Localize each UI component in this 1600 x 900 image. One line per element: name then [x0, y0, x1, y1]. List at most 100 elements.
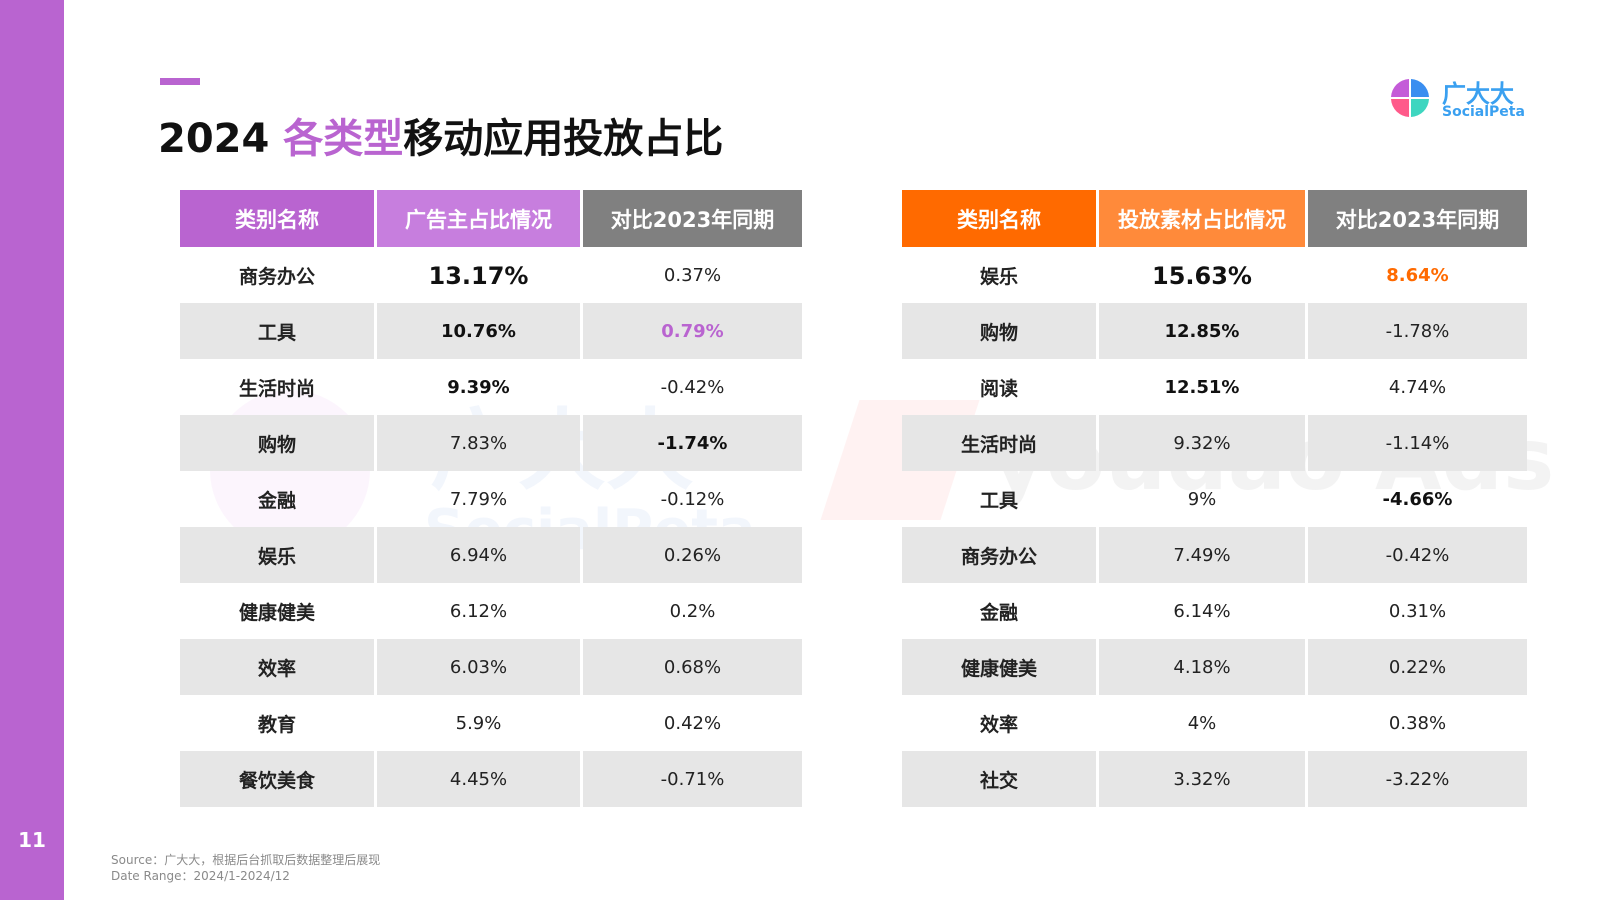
share-cell: 6.03%	[377, 639, 580, 695]
yoy-cell: 0.42%	[663, 713, 722, 734]
header-advertiser-share: 广告主占比情况	[377, 190, 580, 247]
share-cell: 9.32%	[1099, 415, 1305, 471]
share-cell: 6.14%	[1173, 601, 1231, 622]
table-row: 教育 5.9% 0.42%	[180, 695, 802, 751]
side-accent-bar	[0, 0, 64, 900]
category-cell: 娱乐	[180, 527, 374, 583]
yoy-cell: 0.37%	[663, 265, 722, 286]
share-cell: 13.17%	[428, 261, 529, 290]
yoy-cell: 0.22%	[1308, 639, 1527, 695]
share-cell: 6.12%	[449, 601, 508, 622]
title-year: 2024	[158, 116, 270, 162]
category-cell: 购物	[180, 415, 374, 471]
socialpeta-logo: 广大大 SocialPeta	[1388, 76, 1528, 124]
table-row: 工具 9% -4.66%	[902, 471, 1527, 527]
category-cell: 健康健美	[238, 602, 315, 624]
share-cell: 4%	[1187, 713, 1217, 734]
category-cell: 金融	[979, 602, 1018, 624]
share-cell: 6.94%	[377, 527, 580, 583]
page-number: 11	[18, 828, 46, 852]
share-cell: 4.45%	[377, 751, 580, 807]
category-cell: 健康健美	[902, 639, 1096, 695]
logo-en-text: SocialPeta	[1442, 104, 1525, 120]
table-row: 金融 6.14% 0.31%	[902, 583, 1527, 639]
share-cell: 12.85%	[1099, 303, 1305, 359]
source-line: Source：广大大，根据后台抓取后数据整理后展现	[111, 853, 381, 867]
yoy-cell: 0.2%	[669, 601, 716, 622]
title-highlight: 各类型	[283, 116, 404, 162]
header-category: 类别名称	[180, 190, 374, 247]
share-cell: 15.63%	[1152, 261, 1252, 290]
share-cell: 9.39%	[447, 377, 510, 398]
yoy-cell: 8.64%	[1386, 265, 1449, 286]
yoy-cell: -3.22%	[1308, 751, 1527, 807]
share-cell: 7.79%	[449, 489, 508, 510]
yoy-cell: -0.42%	[660, 377, 725, 398]
yoy-cell: -0.42%	[1308, 527, 1527, 583]
category-cell: 生活时尚	[238, 378, 315, 400]
table-row: 餐饮美食 4.45% -0.71%	[180, 751, 802, 807]
category-cell: 社交	[902, 751, 1096, 807]
table-row: 金融 7.79% -0.12%	[180, 471, 802, 527]
yoy-cell: 0.38%	[1388, 713, 1447, 734]
category-cell: 生活时尚	[902, 415, 1096, 471]
yoy-cell: 0.31%	[1388, 601, 1447, 622]
category-cell: 商务办公	[902, 527, 1096, 583]
category-cell: 教育	[257, 714, 296, 736]
category-cell: 购物	[902, 303, 1096, 359]
creative-share-table: 类别名称 投放素材占比情况 对比2023年同期 娱乐 15.63% 8.64% …	[899, 190, 1530, 807]
category-cell: 娱乐	[979, 266, 1018, 288]
table-row: 购物 12.85% -1.78%	[902, 303, 1527, 359]
yoy-cell: 0.26%	[583, 527, 802, 583]
table-row: 商务办公 13.17% 0.37%	[180, 247, 802, 303]
table-row: 娱乐 6.94% 0.26%	[180, 527, 802, 583]
table-row: 购物 7.83% -1.74%	[180, 415, 802, 471]
yoy-cell: -4.66%	[1382, 489, 1453, 510]
table-row: 健康健美 4.18% 0.22%	[902, 639, 1527, 695]
share-cell: 4.18%	[1099, 639, 1305, 695]
table-row: 生活时尚 9.39% -0.42%	[180, 359, 802, 415]
header-yoy: 对比2023年同期	[583, 190, 802, 247]
table-row: 效率 4% 0.38%	[902, 695, 1527, 751]
share-cell: 9%	[1187, 489, 1217, 510]
page-title: 2024 各类型移动应用投放占比	[158, 106, 723, 164]
share-cell: 7.83%	[377, 415, 580, 471]
table-row: 健康健美 6.12% 0.2%	[180, 583, 802, 639]
category-cell: 餐饮美食	[180, 751, 374, 807]
title-rest: 移动应用投放占比	[403, 116, 724, 162]
header-category: 类别名称	[902, 190, 1096, 247]
table-row: 商务办公 7.49% -0.42%	[902, 527, 1527, 583]
table-row: 社交 3.32% -3.22%	[902, 751, 1527, 807]
logo-cn-text: 广大大	[1442, 80, 1514, 108]
share-cell: 5.9%	[455, 713, 502, 734]
table-row: 工具 10.76% 0.79%	[180, 303, 802, 359]
share-cell: 12.51%	[1164, 377, 1240, 398]
category-cell: 商务办公	[238, 266, 315, 288]
category-cell: 金融	[257, 490, 296, 512]
table-row: 阅读 12.51% 4.74%	[902, 359, 1527, 415]
advertiser-share-table: 类别名称 广告主占比情况 对比2023年同期 商务办公 13.17% 0.37%…	[177, 190, 805, 807]
table-row: 效率 6.03% 0.68%	[180, 639, 802, 695]
share-cell: 7.49%	[1099, 527, 1305, 583]
category-cell: 效率	[180, 639, 374, 695]
yoy-cell: 4.74%	[1388, 377, 1447, 398]
title-accent-line	[160, 78, 200, 85]
source-note: Source：广大大，根据后台抓取后数据整理后展现 Date Range：202…	[111, 852, 380, 884]
category-cell: 工具	[180, 303, 374, 359]
date-range-line: Date Range：2024/1-2024/12	[111, 869, 290, 883]
yoy-cell: -1.74%	[583, 415, 802, 471]
category-cell: 阅读	[979, 378, 1018, 400]
yoy-cell: -0.71%	[583, 751, 802, 807]
table-row: 生活时尚 9.32% -1.14%	[902, 415, 1527, 471]
yoy-cell: 0.68%	[583, 639, 802, 695]
yoy-cell: -0.12%	[660, 489, 725, 510]
share-cell: 3.32%	[1099, 751, 1305, 807]
header-creative-share: 投放素材占比情况	[1099, 190, 1305, 247]
category-cell: 效率	[979, 714, 1018, 736]
header-yoy: 对比2023年同期	[1308, 190, 1527, 247]
yoy-cell: 0.79%	[583, 303, 802, 359]
table-row: 娱乐 15.63% 8.64%	[902, 247, 1527, 303]
yoy-cell: -1.14%	[1308, 415, 1527, 471]
share-cell: 10.76%	[377, 303, 580, 359]
yoy-cell: -1.78%	[1308, 303, 1527, 359]
